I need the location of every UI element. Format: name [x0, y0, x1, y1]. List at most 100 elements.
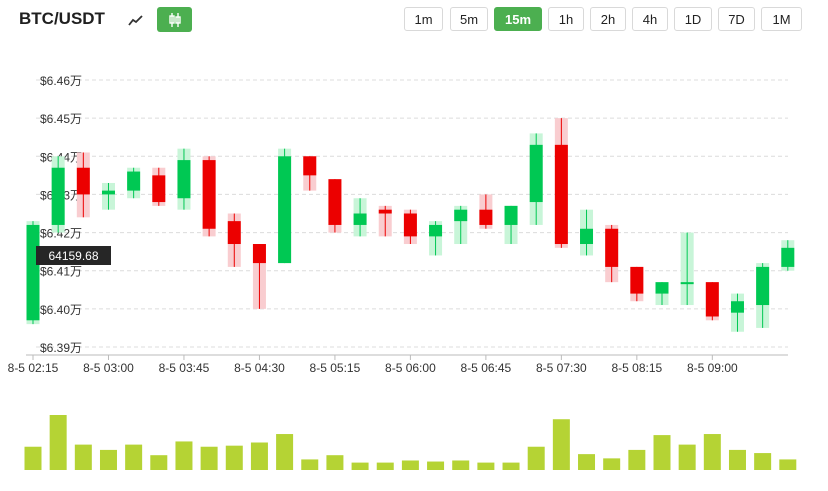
- timeframe-button-1m[interactable]: 1M: [761, 7, 802, 31]
- candle: [26, 221, 40, 325]
- candle-body: [76, 167, 90, 195]
- x-axis: 8-5 02:15 8-5 03:00 8-5 03:45 8-5 04:30 8-5 …: [8, 354, 788, 375]
- candle: [454, 205, 468, 245]
- candlestick-chart[interactable]: $6.46万$6.45万$6.44万$6.43万$6.42万$6.41万$6.4…: [0, 40, 828, 491]
- volume-bar: [653, 435, 671, 470]
- candle: [252, 244, 266, 309]
- candle-body: [529, 144, 543, 203]
- candle-body: [680, 282, 694, 285]
- candle-body: [403, 213, 417, 237]
- x-tick-label: 8-5 05:15: [310, 361, 361, 375]
- candle-body: [554, 144, 568, 245]
- volume-bar: [225, 445, 243, 470]
- timeframe-button-7d[interactable]: 7D: [718, 7, 755, 31]
- candle: [580, 209, 594, 256]
- candle: [278, 148, 292, 264]
- candle-body: [580, 228, 594, 245]
- candle-body: [781, 247, 795, 267]
- volume-bar: [351, 462, 369, 470]
- volume-bar: [728, 449, 746, 470]
- volume-bar: [552, 419, 570, 470]
- y-tick-label: $6.46万: [40, 74, 82, 88]
- candle-body: [605, 228, 619, 267]
- candle: [328, 179, 342, 233]
- x-tick-label: 8-5 04:30: [234, 361, 285, 375]
- volume-bar: [376, 462, 394, 470]
- volume-bar: [703, 434, 721, 470]
- candle-body: [101, 190, 115, 195]
- candle-body: [227, 221, 241, 245]
- candle: [705, 282, 719, 321]
- candle-body: [278, 156, 292, 264]
- candle: [177, 148, 191, 210]
- candle: [202, 156, 216, 237]
- grid-lines: [36, 79, 788, 348]
- candle: [655, 282, 669, 306]
- volume-bar: [200, 446, 218, 470]
- candle: [630, 266, 644, 302]
- volume-bar: [754, 453, 772, 470]
- candle-body: [202, 160, 216, 229]
- volume-bar: [276, 434, 294, 470]
- timeframe-button-1h[interactable]: 1h: [548, 7, 584, 31]
- volume-bar: [301, 459, 319, 470]
- x-tick-label: 8-5 07:30: [536, 361, 587, 375]
- candle: [730, 293, 744, 332]
- candle-body: [504, 205, 518, 225]
- y-tick-label: $6.41万: [40, 265, 82, 279]
- timeframe-button-4h[interactable]: 4h: [632, 7, 668, 31]
- x-tick-label: 8-5 03:00: [83, 361, 134, 375]
- line-mode-button[interactable]: [118, 7, 153, 32]
- volume-bar: [49, 415, 67, 470]
- candlestick-mode-button[interactable]: [157, 7, 192, 32]
- volume-bar: [175, 441, 193, 470]
- timeframe-button-5m[interactable]: 5m: [450, 7, 488, 31]
- volume-bar: [779, 459, 797, 470]
- candle-body: [152, 175, 166, 203]
- candle-body: [756, 266, 770, 306]
- volume-bar: [326, 455, 344, 470]
- timeframe-button-15m[interactable]: 15m: [494, 7, 542, 31]
- candle-body: [127, 171, 141, 191]
- volume-bars: [24, 415, 797, 470]
- candle-body: [353, 213, 367, 225]
- candle: [504, 205, 518, 245]
- volume-bar: [628, 449, 646, 470]
- candle: [403, 209, 417, 245]
- candle-body: [479, 209, 493, 225]
- timeframe-button-1d[interactable]: 1D: [674, 7, 712, 31]
- candlestick-icon: [168, 12, 181, 27]
- y-tick-label: $6.42万: [40, 227, 82, 241]
- candle: [529, 133, 543, 225]
- volume-bar: [74, 444, 92, 470]
- candle-body: [730, 301, 744, 313]
- line-chart-icon: [127, 14, 143, 26]
- volume-bar: [427, 461, 445, 470]
- current-price-tag: 64159.68: [36, 246, 111, 265]
- candle-body: [177, 160, 191, 199]
- chart-area[interactable]: $6.46万$6.45万$6.44万$6.43万$6.42万$6.41万$6.4…: [0, 40, 828, 491]
- candle: [127, 167, 141, 199]
- candle: [101, 182, 115, 210]
- candle-body: [51, 167, 65, 225]
- candle: [605, 224, 619, 283]
- pair-title: BTC/USDT: [19, 9, 105, 28]
- candle-body: [655, 282, 669, 294]
- x-tick-label: 8-5 06:00: [385, 361, 436, 375]
- volume-bar: [452, 460, 470, 470]
- candle-body: [454, 209, 468, 222]
- volume-bar: [24, 446, 42, 470]
- candle: [76, 152, 90, 218]
- candle-body: [378, 209, 392, 214]
- x-tick-label: 8-5 02:15: [8, 361, 59, 375]
- timeframe-button-2h[interactable]: 2h: [590, 7, 626, 31]
- candle: [680, 232, 694, 306]
- volume-bar: [477, 462, 495, 470]
- x-tick-label: 8-5 03:45: [159, 361, 210, 375]
- volume-bar: [527, 446, 545, 470]
- candle: [152, 167, 166, 206]
- x-tick-label: 8-5 08:15: [611, 361, 662, 375]
- candle-body: [328, 179, 342, 225]
- volume-bar: [401, 460, 419, 470]
- timeframe-button-1m[interactable]: 1m: [404, 7, 443, 31]
